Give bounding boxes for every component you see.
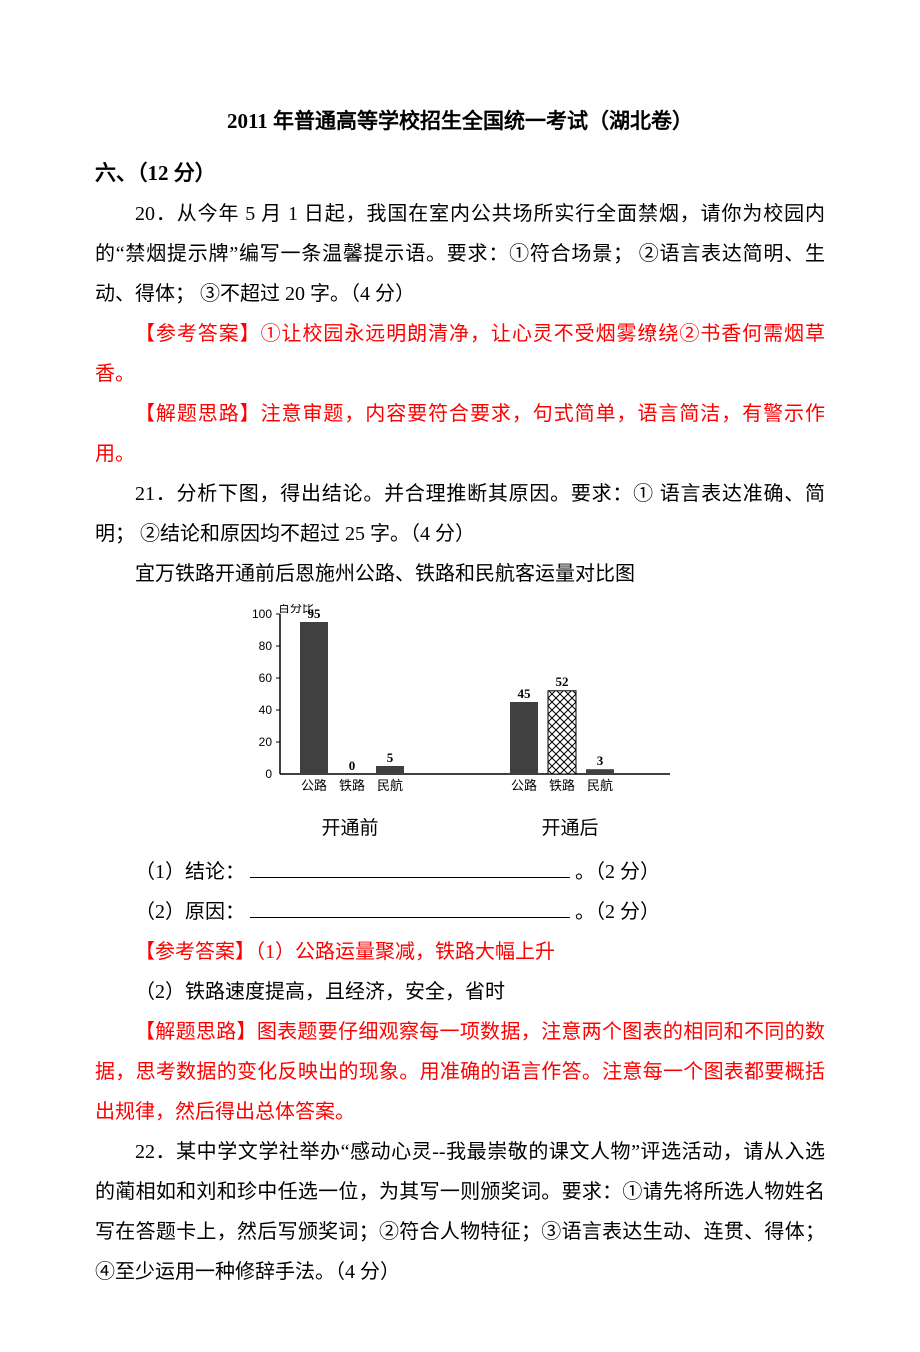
- svg-text:铁路: 铁路: [549, 778, 575, 793]
- section-heading: 六、（12 分）: [95, 152, 825, 194]
- row1-score: 。（2 分）: [575, 861, 660, 883]
- row1-label: （1）结论：: [135, 861, 245, 883]
- blank-line: [250, 857, 570, 878]
- tip-label: 【解题思路】: [135, 403, 261, 425]
- svg-text:0: 0: [349, 758, 356, 773]
- svg-text:民航: 民航: [377, 778, 403, 793]
- svg-text:铁路: 铁路: [339, 778, 365, 793]
- svg-text:民航: 民航: [587, 778, 613, 793]
- answer-label: 【参考答案】: [135, 323, 261, 345]
- question-20: 20．从今年 5 月 1 日起，我国在室内公共场所实行全面禁烟，请你为校园内的“…: [95, 194, 825, 314]
- q21-blank-2: （2）原因： 。（2 分）: [95, 892, 825, 932]
- answer-label: 【参考答案】: [135, 941, 255, 963]
- svg-text:95: 95: [308, 606, 322, 621]
- svg-text:40: 40: [259, 703, 273, 717]
- q21-answer: 【参考答案】（1）公路运量聚减，铁路大幅上升: [95, 932, 825, 972]
- svg-text:0: 0: [265, 767, 272, 781]
- label-after: 开通后: [541, 810, 598, 848]
- q21-tip: 【解题思路】图表题要仔细观察每一项数据，注意两个图表的相同和不同的数据，思考数据…: [95, 1012, 825, 1132]
- svg-text:100: 100: [252, 607, 272, 621]
- svg-text:60: 60: [259, 671, 273, 685]
- row2-score: 。（2 分）: [575, 901, 660, 923]
- document-page: 2011 年普通高等学校招生全国统一考试（湖北卷） 六、（12 分） 20．从今…: [0, 0, 920, 1352]
- label-before: 开通前: [321, 810, 378, 848]
- answer-text: （1）公路运量聚减，铁路大幅上升: [255, 941, 555, 963]
- svg-text:52: 52: [556, 674, 569, 689]
- q21-answer-2: （2）铁路速度提高，且经济，安全，省时: [95, 972, 825, 1012]
- question-21: 21．分析下图，得出结论。并合理推断其原因。要求：① 语言表达准确、简明； ②结…: [95, 474, 825, 554]
- bar-chart: 0 20 40 60 80 100 百分比 95: [240, 604, 680, 804]
- q20-answer: 【参考答案】①让校园永远明朗清净，让心灵不受烟雾缭绕②书香何需烟草香。: [95, 314, 825, 394]
- q20-tip: 【解题思路】注意审题，内容要符合要求，句式简单，语言简洁，有警示作用。: [95, 394, 825, 474]
- blank-line: [250, 897, 570, 918]
- q21-blank-1: （1）结论： 。（2 分）: [95, 852, 825, 892]
- exam-title: 2011 年普通高等学校招生全国统一考试（湖北卷）: [95, 100, 825, 142]
- q21-caption: 宜万铁路开通前后恩施州公路、铁路和民航客运量对比图: [95, 554, 825, 594]
- svg-text:3: 3: [597, 753, 604, 768]
- svg-text:5: 5: [387, 750, 394, 765]
- svg-text:公路: 公路: [301, 778, 327, 793]
- question-22: 22．某中学文学社举办“感动心灵--我最崇敬的课文人物”评选活动，请从入选的蔺相…: [95, 1132, 825, 1292]
- chart-svg: 0 20 40 60 80 100 百分比 95: [240, 604, 680, 804]
- svg-text:20: 20: [259, 735, 273, 749]
- tip-label: 【解题思路】: [135, 1021, 257, 1043]
- svg-text:45: 45: [518, 686, 532, 701]
- svg-text:80: 80: [259, 639, 273, 653]
- chart-group-labels: 开通前 开通后: [240, 810, 680, 848]
- svg-text:公路: 公路: [511, 778, 537, 793]
- row2-label: （2）原因：: [135, 901, 245, 923]
